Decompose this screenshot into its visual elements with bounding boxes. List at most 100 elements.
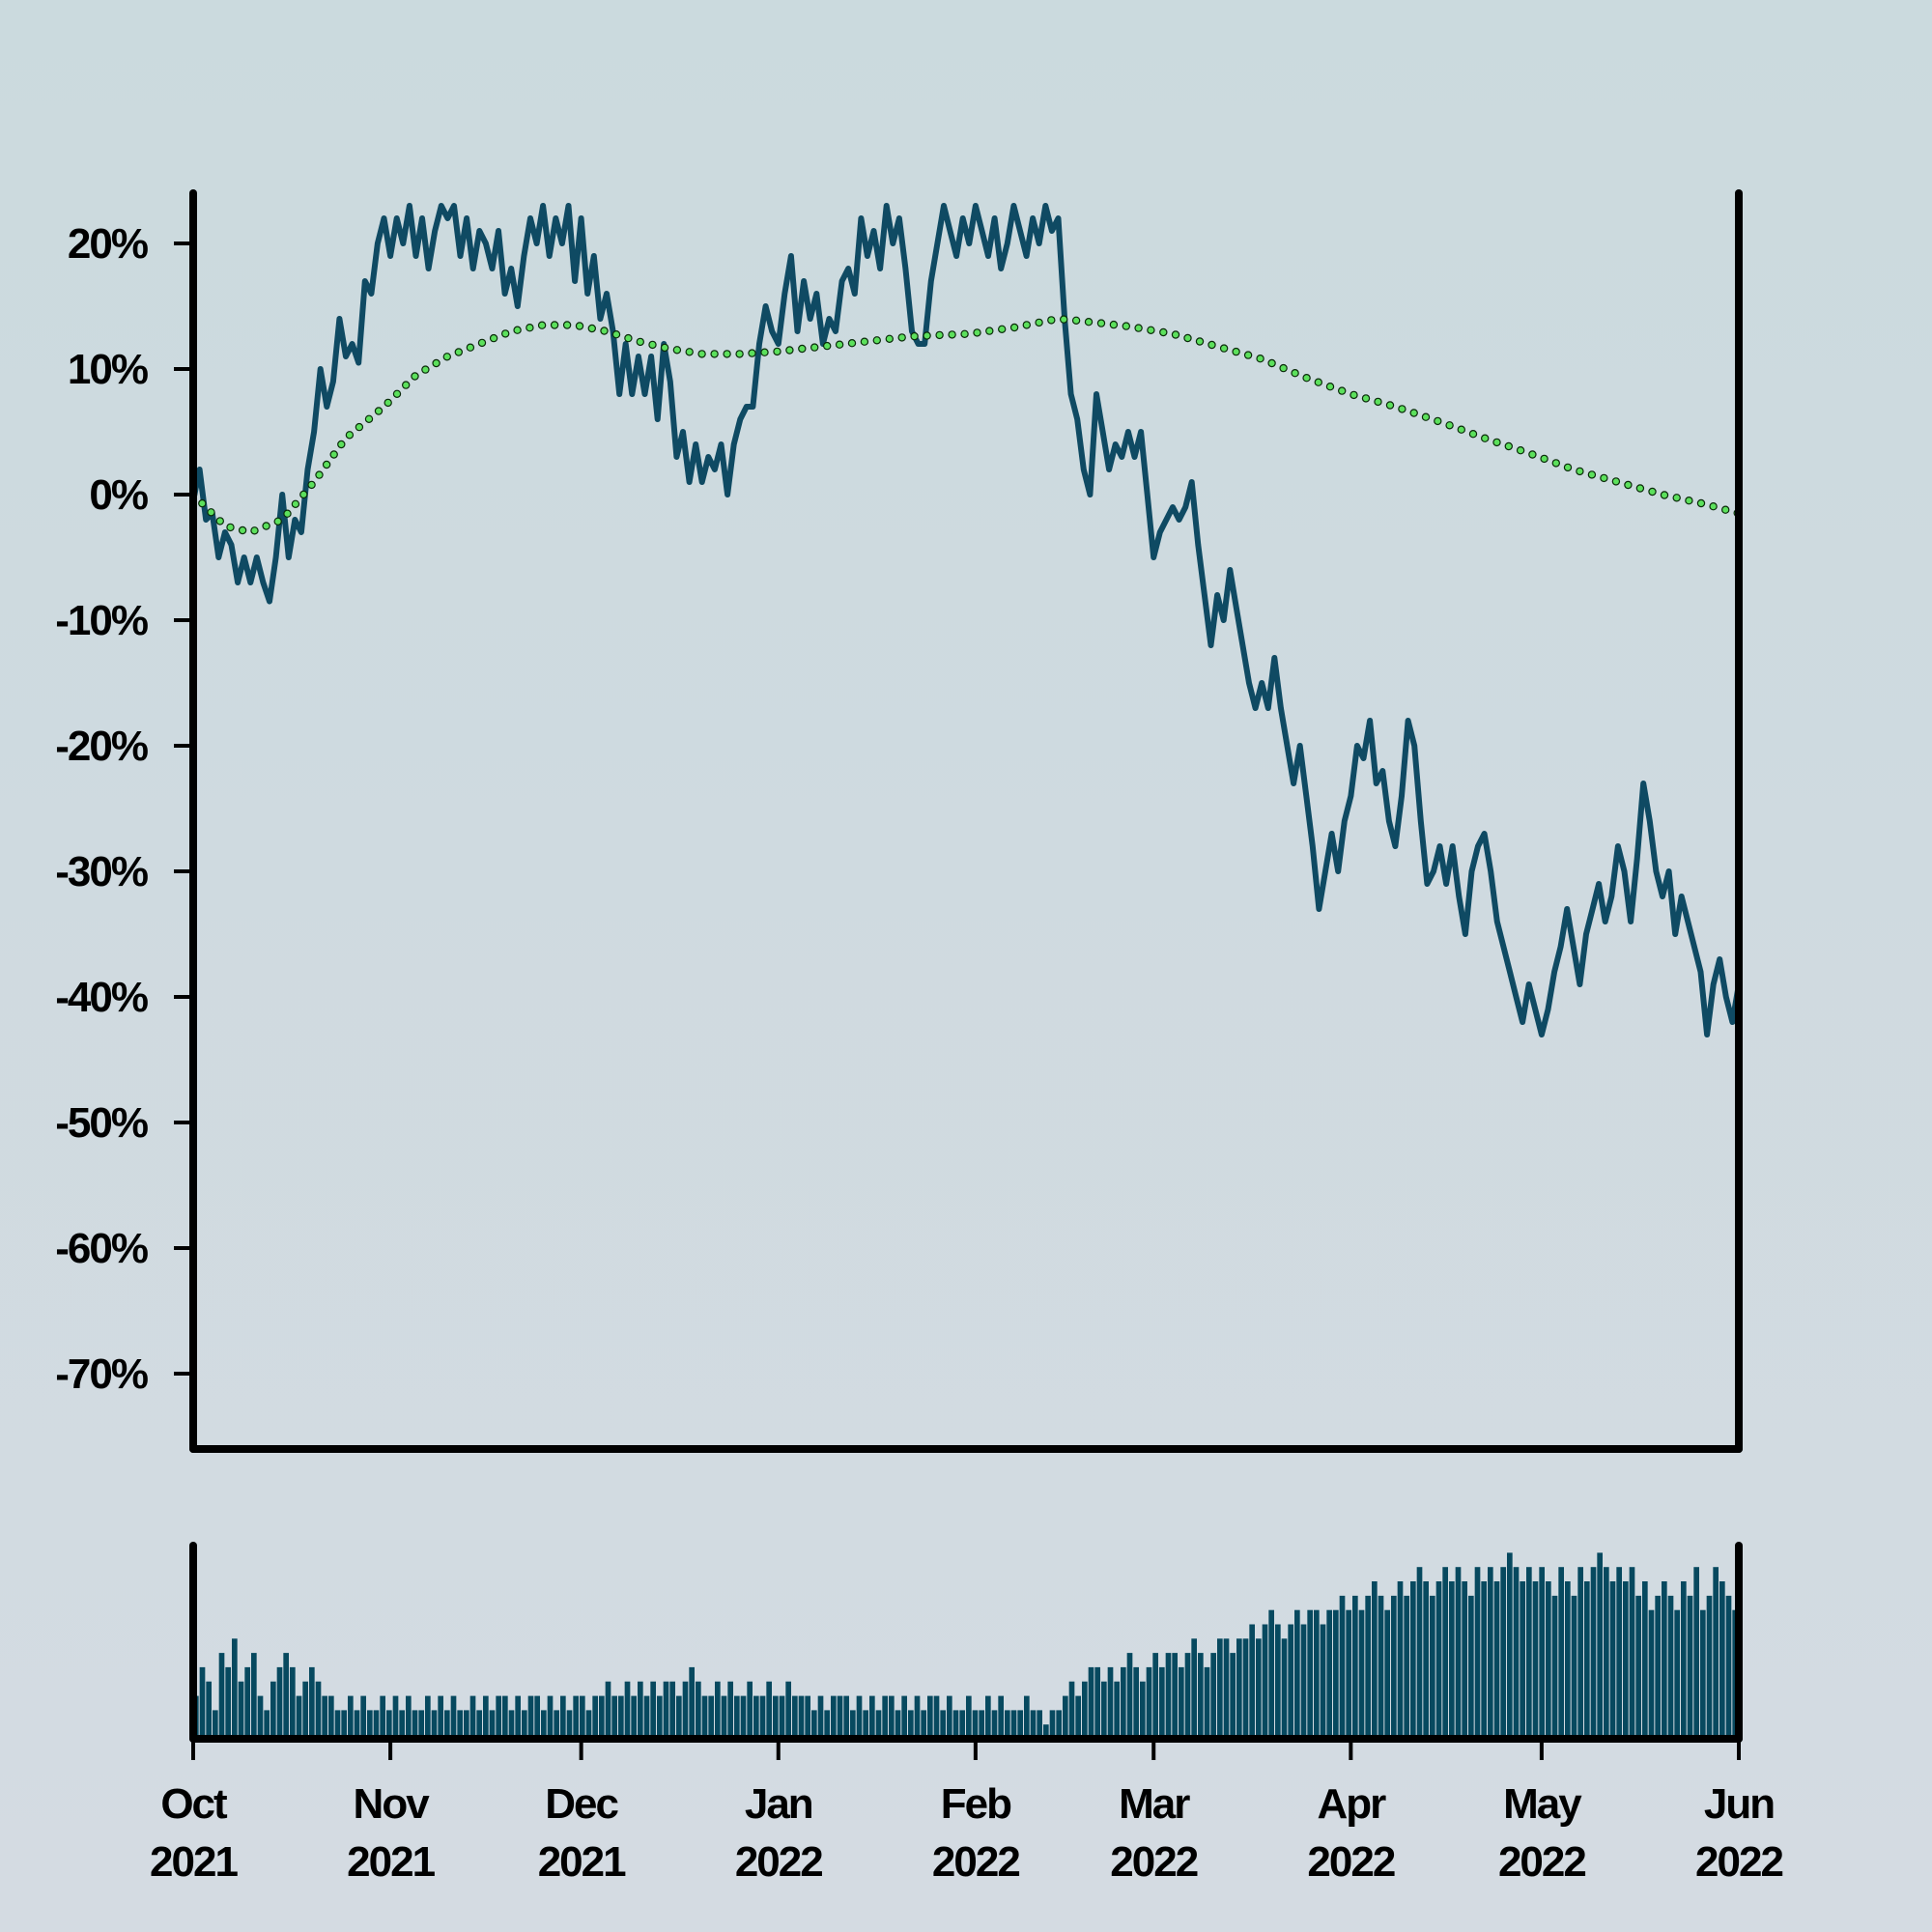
trend-dot <box>1611 477 1621 486</box>
x-tick-year: 2021 <box>538 1838 626 1886</box>
volume-bar <box>1082 1681 1088 1739</box>
volume-bar <box>257 1695 264 1739</box>
volume-bar <box>740 1695 747 1739</box>
volume-bar <box>908 1710 914 1739</box>
trend-dot <box>1648 487 1657 497</box>
volume-bar <box>566 1710 573 1739</box>
trend-dot <box>1314 378 1323 386</box>
volume-bar <box>952 1710 959 1739</box>
trend-dot <box>785 346 794 355</box>
volume-bar <box>1049 1710 1056 1739</box>
trend-dot <box>1385 401 1395 410</box>
volume-bar <box>1165 1653 1172 1739</box>
trend-dot <box>1084 318 1094 327</box>
trend-dot <box>935 330 944 340</box>
trend-dot <box>1109 320 1119 329</box>
trend-dot <box>550 321 559 329</box>
volume-bar <box>682 1681 689 1739</box>
volume-bar <box>283 1653 289 1739</box>
volume-bar <box>1146 1666 1152 1739</box>
volume-bar <box>1172 1653 1178 1739</box>
volume-bar <box>302 1681 308 1739</box>
volume-bar <box>1571 1595 1577 1739</box>
volume-bar <box>1114 1681 1120 1739</box>
volume-bar <box>611 1695 617 1739</box>
volume-bar <box>805 1695 810 1739</box>
volume-bar <box>1532 1581 1539 1739</box>
volume-bar <box>580 1695 585 1739</box>
volume-bar <box>1126 1653 1133 1739</box>
volume-bar <box>1159 1666 1165 1739</box>
volume-bar <box>322 1695 327 1739</box>
volume-bar <box>1551 1595 1558 1739</box>
x-tick-month: Jun <box>1704 1780 1774 1828</box>
volume-bar <box>1068 1681 1075 1739</box>
volume-bar <box>412 1710 418 1739</box>
trend-dot <box>1576 467 1584 476</box>
volume-bar <box>238 1681 244 1739</box>
volume-bar <box>1435 1581 1442 1739</box>
volume-bar <box>502 1695 508 1739</box>
volume-bar <box>1410 1581 1416 1739</box>
volume-bar <box>1725 1595 1732 1739</box>
trend-dot <box>611 330 621 339</box>
trend-dot <box>1195 337 1205 346</box>
volume-bar <box>1526 1567 1532 1739</box>
trend-dot <box>710 350 719 358</box>
volume-bar <box>715 1681 721 1739</box>
trend-dot <box>1122 322 1131 330</box>
trend-dot <box>1434 416 1442 426</box>
volume-bar <box>296 1695 302 1739</box>
volume-bar <box>947 1695 952 1739</box>
volume-bar <box>1378 1595 1384 1739</box>
trend-dot <box>1516 446 1525 455</box>
x-tick-month: Apr <box>1317 1780 1386 1828</box>
volume-bar <box>406 1695 412 1739</box>
volume-bar <box>1713 1567 1719 1739</box>
volume-bar <box>1558 1567 1564 1739</box>
volume-bar <box>1063 1695 1068 1739</box>
volume-bar <box>276 1666 283 1739</box>
trend-dot <box>1624 480 1633 490</box>
trend-dots <box>188 315 1742 535</box>
volume-bar <box>1667 1595 1674 1739</box>
x-tick-year: 2022 <box>1307 1838 1394 1886</box>
volume-bar <box>1449 1581 1455 1739</box>
volume-bar <box>1152 1653 1158 1739</box>
plot-area <box>188 203 1742 1037</box>
trend-dot <box>1551 459 1561 468</box>
x-tick-month: Jan <box>745 1780 812 1828</box>
trend-dot <box>1022 321 1032 329</box>
volume-bar <box>1719 1581 1725 1739</box>
volume-bar <box>469 1695 476 1739</box>
volume-bar <box>360 1695 366 1739</box>
volume-bar <box>657 1695 663 1739</box>
volume-bar <box>824 1710 830 1739</box>
volume-bar <box>334 1710 341 1739</box>
volume-bar <box>1133 1666 1139 1739</box>
volume-bar <box>773 1695 779 1739</box>
x-axis: Oct 2021 Nov 2021 Dec 2021 Jan 2022 Feb 2022 Mar 20… <box>150 1739 1784 1886</box>
volume-bar <box>837 1695 843 1739</box>
volume-bar <box>554 1710 559 1739</box>
trend-dot <box>1468 430 1478 439</box>
y-tick-label: -40% <box>55 974 148 1021</box>
volume-bar <box>386 1710 392 1739</box>
trend-dot <box>1183 333 1192 343</box>
volume-bar <box>959 1710 965 1739</box>
trend-dot <box>1374 397 1382 407</box>
volume-bar <box>508 1710 515 1739</box>
trend-dot <box>226 523 235 532</box>
trend-dot <box>872 336 882 345</box>
volume-bar <box>1262 1624 1268 1739</box>
volume-bar <box>1687 1595 1693 1739</box>
volume-bar <box>817 1695 824 1739</box>
trend-dot <box>997 325 1007 333</box>
trend-dot <box>575 322 584 330</box>
volume-bar <box>1300 1624 1307 1739</box>
volume-bar <box>476 1710 482 1739</box>
volume-bar <box>1629 1567 1635 1739</box>
trend-dot <box>1291 369 1299 378</box>
volume-bar <box>522 1710 527 1739</box>
volume-bar <box>1030 1710 1037 1739</box>
